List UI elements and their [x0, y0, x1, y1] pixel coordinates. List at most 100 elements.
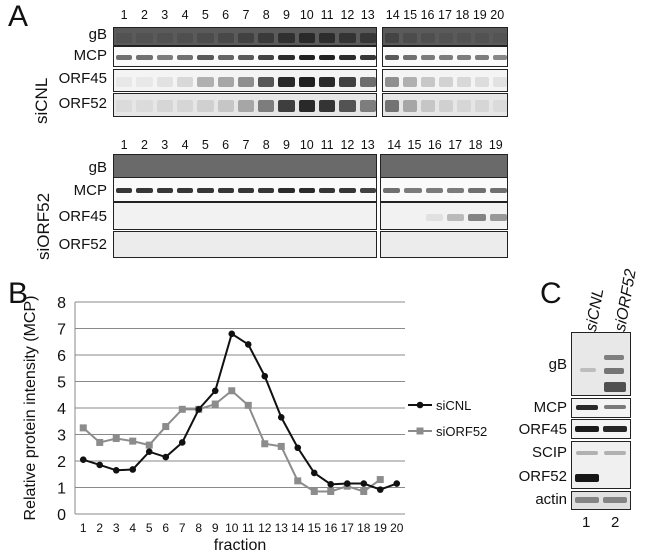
sicnl-gb-band [156, 32, 173, 43]
sicnl-gb-band [136, 32, 153, 43]
x-tick-label-6: 6 [162, 521, 169, 535]
point-siorf52-6 [162, 423, 170, 431]
x-tick-label-3: 3 [113, 521, 120, 535]
sicnl-mcp-band [457, 55, 471, 60]
sicnl-lane-numbers-right: 14 15 16 17 18 19 20 [384, 8, 506, 22]
sicnl-orf45-band [298, 76, 316, 87]
sicnl-gb-band [258, 32, 275, 43]
y-tick-label-1: 1 [57, 481, 66, 498]
siorf52-lane-10: 10 [299, 138, 314, 152]
panel-c-scip-orf52-blot [571, 441, 631, 489]
sicnl-lane-numbers-left: 1 2 3 4 5 6 7 8 9 10 11 12 13 [114, 8, 378, 22]
panel-c-row-label-orf45: ORF45 [518, 421, 567, 438]
siorf52-lane-8: 8 [262, 138, 270, 152]
sicnl-orf52-band [457, 100, 471, 112]
sicnl-gb-band [339, 32, 356, 43]
sicnl-row-label-gb: gB [88, 26, 107, 43]
panel-c-lane-number-2: 2 [611, 514, 620, 531]
sicnl-orf45-band [439, 76, 453, 87]
panel-label-b: B [8, 277, 29, 310]
siorf52-mcp-blot-left [113, 177, 377, 202]
x-tick-label-5: 5 [146, 521, 153, 535]
sicnl-gb-band [439, 32, 453, 43]
siorf52-lane-13: 13 [360, 138, 375, 152]
point-siorf52-1 [79, 424, 87, 432]
panel-c-band [603, 497, 627, 503]
sicnl-orf52-band [421, 100, 435, 112]
sicnl-mcp-band [278, 55, 295, 60]
sicnl-orf52-band [176, 100, 194, 112]
siorf52-orf45-band [425, 213, 443, 221]
point-siorf52-5 [145, 441, 153, 449]
y-tick-label-5: 5 [57, 375, 66, 392]
sicnl-lane-6: 6 [222, 8, 230, 22]
panel-c-column-sicnl: siCNL [583, 287, 608, 333]
sicnl-mcp-band [156, 55, 173, 60]
siorf52-lane-6: 6 [222, 138, 230, 152]
point-siorf52-16 [327, 487, 335, 495]
siorf52-lane-15: 15 [407, 138, 422, 152]
point-siorf52-18 [360, 487, 368, 495]
siorf52-lane-7: 7 [242, 138, 250, 152]
sicnl-orf45-band [237, 76, 255, 87]
x-tick-label-16: 16 [324, 521, 338, 535]
point-sicnl-13 [277, 413, 285, 421]
point-sicnl-19 [376, 486, 384, 493]
siorf52-mcp-band [197, 188, 214, 193]
siorf52-lane-9: 9 [283, 138, 290, 152]
y-axis-title: Relative protein intensity (MCP) [22, 296, 39, 521]
sicnl-gb-band [278, 32, 295, 43]
point-sicnl-17 [343, 480, 351, 487]
siorf52-lane-18: 18 [468, 138, 483, 152]
sicnl-gb-band [237, 32, 255, 43]
siorf52-row-label-mcp: MCP [73, 182, 107, 199]
y-tick-label-6: 6 [57, 348, 66, 365]
y-tick-label-0: 0 [57, 507, 66, 524]
sicnl-orf45-band [176, 76, 194, 87]
siorf52-mcp-band [116, 188, 133, 193]
sicnl-gb-band [385, 32, 399, 43]
siorf52-lane-3: 3 [161, 138, 169, 152]
sicnl-mcp-band [237, 55, 255, 60]
siorf52-mcp-band [359, 188, 376, 193]
sicnl-orf52-band [403, 100, 417, 112]
sicnl-orf52-blot-right [382, 93, 508, 117]
siorf52-lane-4: 4 [181, 138, 189, 152]
siorf52-mcp-band [339, 188, 356, 193]
point-sicnl-18 [360, 480, 368, 487]
siorf52-gb-blot-right [380, 154, 508, 180]
point-siorf52-4 [129, 437, 137, 445]
sicnl-orf52-band [339, 100, 356, 112]
legend-label-sicnl: siCNL [436, 398, 471, 413]
sicnl-gb-band [217, 32, 234, 43]
x-tick-label-19: 19 [374, 521, 388, 535]
point-sicnl-5 [145, 448, 153, 456]
sicnl-orf45-band [156, 76, 173, 87]
point-sicnl-2 [96, 461, 104, 469]
sicnl-mcp-band [421, 55, 435, 60]
sicnl-gb-band [457, 32, 471, 43]
point-siorf52-15 [310, 487, 318, 495]
panel-c-column-siorf52: siORF52 [612, 267, 640, 333]
point-sicnl-7 [178, 439, 186, 446]
sicnl-lane-2: 2 [140, 8, 148, 22]
sicnl-orf45-blot-left [113, 69, 377, 92]
panel-c-row-label-scip: SCIP [531, 444, 567, 461]
sicnl-orf52-band [475, 100, 489, 112]
panel-c-lane-number-1: 1 [582, 514, 591, 531]
sicnl-mcp-band [493, 55, 507, 60]
sicnl-orf45-band [258, 76, 275, 87]
sicnl-lane-9: 9 [283, 8, 290, 22]
sicnl-gb-blot-right [382, 27, 508, 46]
sicnl-orf45-blot-right [382, 69, 508, 92]
x-tick-label-10: 10 [225, 521, 239, 535]
sicnl-orf52-band [359, 100, 376, 112]
sicnl-mcp-band [319, 55, 336, 60]
sicnl-mcp-band [116, 55, 133, 60]
x-tick-label-14: 14 [291, 521, 305, 535]
x-tick-label-1: 1 [80, 521, 87, 535]
siorf52-orf45-band [468, 213, 486, 221]
sicnl-lane-1: 1 [120, 8, 128, 22]
siorf52-mcp-band [156, 188, 173, 193]
